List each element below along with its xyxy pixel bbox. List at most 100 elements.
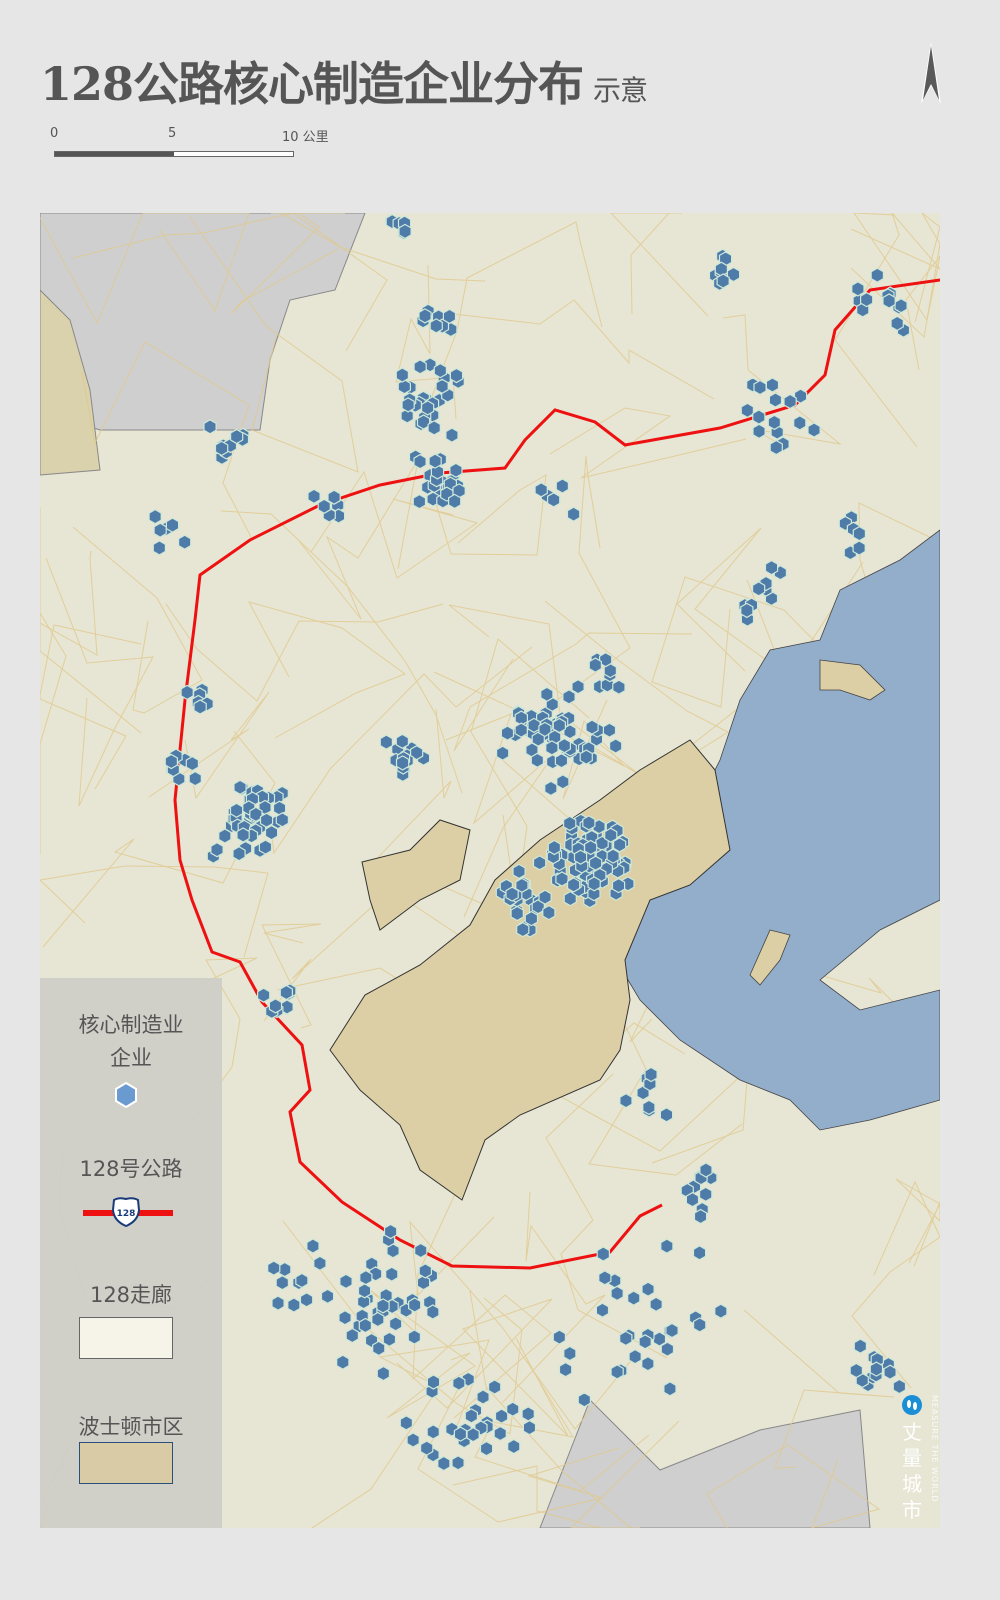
firm-marker [859, 291, 874, 308]
firm-marker [765, 377, 780, 393]
firm-marker [453, 1426, 468, 1442]
firm-marker [562, 689, 576, 705]
map-canvas[interactable] [40, 213, 940, 1528]
road [311, 1339, 490, 1528]
firm-marker [692, 1317, 707, 1333]
firm-marker [418, 308, 432, 324]
road [432, 474, 547, 556]
road [72, 213, 388, 352]
firm-marker [372, 1340, 386, 1357]
firm-marker [641, 1281, 655, 1297]
road [651, 576, 840, 708]
firm-marker [851, 281, 865, 297]
road [40, 865, 269, 958]
firm-marker [500, 725, 515, 741]
firm-marker [752, 409, 766, 425]
firm-marker [714, 1303, 728, 1319]
scale-tick-10: 10 公里 [282, 130, 329, 145]
firm-marker [382, 1331, 397, 1347]
firm-marker [610, 1364, 624, 1380]
firm-marker [849, 1362, 864, 1379]
firm-marker [379, 734, 393, 750]
firm-marker [232, 846, 246, 862]
firm-marker [807, 422, 821, 438]
firm-marker [336, 1354, 350, 1370]
firm-marker [452, 1375, 466, 1391]
firm-marker [546, 492, 561, 508]
firm-marker [665, 1322, 679, 1339]
firm-marker [412, 493, 427, 510]
road [40, 624, 142, 790]
road [532, 1067, 749, 1164]
firm-marker [753, 379, 767, 396]
firm-marker [883, 1364, 897, 1380]
road [396, 1298, 569, 1437]
road [853, 213, 940, 371]
firm-marker [230, 428, 244, 445]
firm-marker [257, 987, 271, 1003]
firm-marker [398, 223, 412, 240]
firm-marker [882, 293, 896, 309]
firm-marker [532, 855, 547, 871]
firm-marker [619, 1330, 633, 1347]
firm-marker [869, 1361, 884, 1377]
firm-marker [769, 439, 783, 456]
firm-marker [418, 1263, 432, 1279]
firm-marker [376, 1365, 390, 1382]
firm-marker [464, 1408, 478, 1424]
scale-bar: 0 5 10 公里 [50, 126, 354, 166]
firm-marker [152, 540, 166, 556]
firm-marker [663, 1381, 677, 1397]
firm-marker [383, 1223, 398, 1240]
firm-marker [153, 522, 167, 538]
firm-marker [406, 1432, 420, 1448]
map[interactable] [40, 213, 940, 1528]
firm-marker [185, 755, 199, 772]
firm-marker [376, 1298, 390, 1314]
firm-marker [587, 876, 601, 892]
firm-marker [426, 1424, 440, 1440]
firm-marker [385, 1266, 399, 1282]
firm-marker [507, 1438, 521, 1455]
firm-marker [598, 652, 613, 668]
firm-marker [852, 540, 866, 556]
firm-marker [870, 267, 885, 283]
firm-marker [522, 1419, 537, 1436]
road [412, 1165, 552, 1419]
firm-marker [596, 1246, 611, 1262]
road [445, 713, 555, 918]
firm-marker [608, 738, 623, 754]
firm-marker [449, 367, 464, 384]
firm-marker [542, 904, 556, 921]
firm-marker [693, 1208, 708, 1225]
road [40, 612, 142, 854]
firm-marker [307, 488, 321, 504]
firm-marker [852, 525, 867, 542]
firm-marker [752, 423, 766, 439]
firm-marker [421, 400, 435, 416]
road [310, 470, 479, 579]
watermark-cn: 丈量城市 [902, 1420, 922, 1522]
firm-marker [395, 367, 409, 383]
firm-marker [395, 733, 409, 749]
road-network [40, 213, 940, 1528]
shield-number: 128 [117, 1209, 136, 1219]
firm-marker [313, 1255, 327, 1271]
road [420, 221, 603, 426]
firm-marker [685, 1191, 700, 1208]
firm-marker [345, 1327, 359, 1344]
firm-marker [598, 1270, 612, 1286]
legend-firms-label-1: 核心制造业 [78, 1013, 184, 1037]
firm-marker [448, 493, 462, 510]
firm-marker [476, 1389, 490, 1405]
road [469, 1290, 680, 1528]
road [42, 730, 276, 948]
firm-marker [233, 779, 247, 795]
firm-marker [649, 1296, 663, 1312]
firm-marker [892, 1378, 907, 1395]
road [448, 604, 641, 776]
firm-marker [410, 745, 424, 761]
firm-marker [287, 1297, 301, 1313]
road [895, 1178, 940, 1267]
firm-marker [249, 806, 263, 823]
